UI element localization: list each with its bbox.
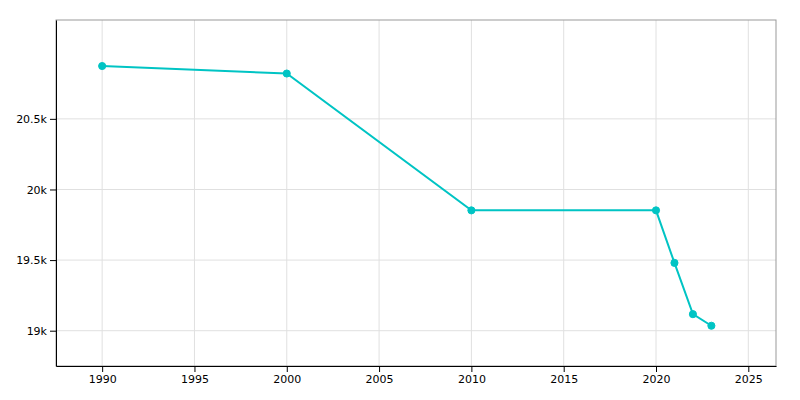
chart: 1990 1995 2000 2005 2010 2015 2020 2025 19k 19.5k…	[0, 0, 800, 400]
x-tick: 1990	[89, 366, 117, 386]
point	[99, 62, 106, 69]
y-axis: 19k 19.5k 20k 20.5k	[16, 21, 56, 367]
grid-line-x	[471, 20, 472, 366]
x-tick: 2005	[366, 366, 394, 386]
grid-line-y	[56, 189, 776, 190]
point	[652, 207, 659, 214]
x-tick-mark	[102, 366, 103, 372]
y-tick-mark	[50, 119, 56, 120]
x-tick-mark	[194, 366, 195, 372]
grid-line-x	[748, 20, 749, 366]
axis-line	[56, 21, 57, 367]
x-tick-mark	[471, 366, 472, 372]
plot-frame	[56, 20, 776, 366]
y-tick: 20k	[27, 183, 56, 196]
y-tick-mark	[50, 189, 56, 190]
grid-line-y	[56, 330, 776, 331]
point	[708, 322, 715, 329]
x-tick-label: 2020	[643, 373, 671, 386]
x-tick: 2000	[273, 366, 301, 386]
y-tick-label: 19.5k	[16, 254, 47, 267]
x-tick: 2025	[735, 366, 763, 386]
grid-line-y	[56, 118, 776, 119]
x-tick-mark	[564, 366, 565, 372]
x-tick-mark	[656, 366, 657, 372]
line	[102, 66, 711, 326]
x-tick-label: 2000	[273, 373, 301, 386]
x-tick-mark	[748, 366, 749, 372]
y-tick-label: 20k	[27, 183, 48, 196]
grid	[56, 20, 776, 366]
grid-line-x	[379, 20, 380, 366]
grid-line-x	[194, 20, 195, 366]
point	[689, 311, 696, 318]
grid-line-x	[563, 20, 564, 366]
x-tick-mark	[287, 366, 288, 372]
point	[283, 70, 290, 77]
x-tick: 2015	[550, 366, 578, 386]
y-tick-mark	[50, 331, 56, 332]
y-tick-label: 20.5k	[16, 113, 47, 126]
x-tick-label: 2010	[458, 373, 486, 386]
y-tick-label: 19k	[27, 325, 48, 338]
point	[468, 207, 475, 214]
y-tick-mark	[50, 260, 56, 261]
grid-line-y	[56, 260, 776, 261]
x-tick: 2010	[458, 366, 486, 386]
marks	[99, 62, 715, 329]
y-tick: 19k	[27, 325, 56, 338]
x-tick-label: 2015	[550, 373, 578, 386]
grid-line-x	[102, 20, 103, 366]
grid-line-x	[656, 20, 657, 366]
x-tick-label: 1995	[181, 373, 209, 386]
x-tick: 2020	[643, 366, 671, 386]
x-axis: 1990 1995 2000 2005 2010 2015 2020 2025	[57, 366, 777, 386]
x-tick-label: 2005	[366, 373, 394, 386]
axis-line	[57, 366, 777, 367]
x-tick-label: 1990	[89, 373, 117, 386]
plot: 1990 1995 2000 2005 2010 2015 2020 2025 19k 19.5k…	[16, 20, 776, 386]
x-tick-label: 2025	[735, 373, 763, 386]
y-tick: 19.5k	[16, 254, 56, 267]
x-tick-mark	[379, 366, 380, 372]
point	[671, 259, 678, 266]
y-tick: 20.5k	[16, 113, 56, 126]
x-tick: 1995	[181, 366, 209, 386]
